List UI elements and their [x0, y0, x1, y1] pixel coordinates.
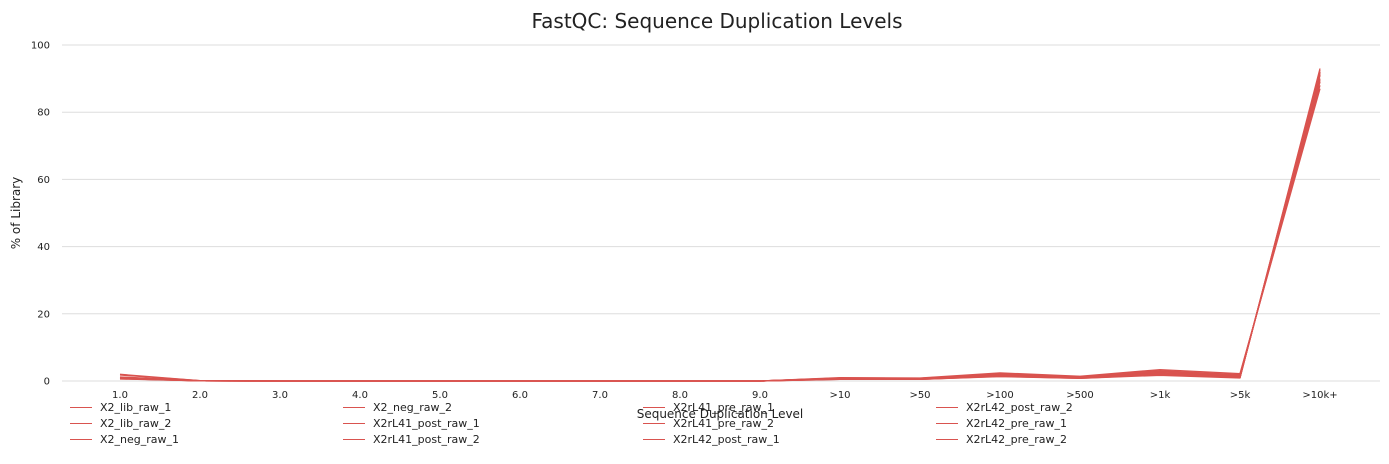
legend-item[interactable]: X2rL42_pre_raw_1 — [936, 417, 1067, 430]
x-tick-label: 7.0 — [592, 390, 608, 401]
legend-item[interactable]: X2_lib_raw_2 — [70, 417, 171, 430]
y-tick-label: 40 — [37, 242, 50, 253]
series-line-X2rL41_pre_raw_2 — [119, 70, 1321, 382]
x-tick-label: >10 — [829, 390, 850, 401]
legend-swatch — [70, 423, 92, 424]
legend-swatch — [643, 423, 665, 424]
series-line-X2_neg_raw_2 — [119, 68, 1321, 382]
legend-swatch — [936, 423, 958, 424]
series-line-X2rL42_pre_raw_2 — [119, 73, 1321, 382]
x-tick-label: 1.0 — [112, 390, 128, 401]
y-tick-label: 20 — [37, 309, 50, 320]
legend-item[interactable]: X2rL41_post_raw_2 — [343, 433, 480, 446]
series-line-X2rL41_post_raw_2 — [119, 75, 1321, 382]
legend-swatch — [343, 423, 365, 424]
x-tick-label: 8.0 — [672, 390, 688, 401]
legend-swatch — [936, 407, 958, 408]
legend-item[interactable]: X2rL42_post_raw_1 — [643, 433, 780, 446]
chart-title: FastQC: Sequence Duplication Levels — [531, 9, 902, 33]
series-line-X2_neg_raw_1 — [119, 71, 1321, 382]
legend-swatch — [70, 439, 92, 440]
legend-label: X2_lib_raw_1 — [100, 401, 172, 414]
x-tick-label: >500 — [1066, 390, 1093, 401]
series-line-X2rL42_post_raw_1 — [119, 81, 1321, 382]
legend-swatch — [936, 439, 958, 440]
x-tick-label: 6.0 — [512, 390, 528, 401]
legend-label: X2rL42_post_raw_2 — [966, 401, 1073, 414]
series-line-X2rL42_pre_raw_1 — [119, 75, 1321, 382]
legend-item[interactable]: X2rL41_pre_raw_1 — [643, 401, 774, 414]
legend-swatch — [643, 407, 665, 408]
legend-label: X2rL41_post_raw_1 — [373, 417, 480, 430]
legend-label: X2rL42_post_raw_1 — [673, 433, 780, 446]
series-line-X2rL42_post_raw_2 — [119, 80, 1321, 382]
y-tick-labels: 0 20 40 60 80 100 — [31, 41, 50, 388]
series-line-X2rL41_pre_raw_1 — [119, 71, 1321, 382]
legend-item[interactable]: X2rL42_pre_raw_2 — [936, 433, 1067, 446]
legend-item[interactable]: X2_neg_raw_1 — [70, 433, 179, 446]
legend-label: X2rL42_pre_raw_1 — [966, 417, 1067, 430]
x-tick-label: 4.0 — [352, 390, 368, 401]
x-axis-label: Sequence Duplication Level — [637, 407, 804, 421]
legend-label: X2rL42_pre_raw_2 — [966, 433, 1067, 446]
legend-label: X2_lib_raw_2 — [100, 417, 172, 430]
x-tick-label: >1k — [1150, 390, 1171, 401]
x-tick-label: 3.0 — [272, 390, 288, 401]
y-axis-label: % of Library — [9, 177, 23, 250]
legend-item[interactable]: X2rL41_post_raw_1 — [343, 417, 480, 430]
legend-label: X2rL41_post_raw_2 — [373, 433, 480, 446]
x-tick-labels: 1.0 2.0 3.0 4.0 5.0 6.0 7.0 8.0 9.0 >10 >50 >100 >50… — [112, 390, 1338, 401]
legend-item[interactable]: X2_neg_raw_2 — [343, 401, 452, 414]
y-tick-label: 0 — [44, 377, 50, 388]
series-line-X2_lib_raw_1 — [119, 88, 1321, 382]
grid-lines — [62, 44, 1380, 382]
x-tick-label: >100 — [986, 390, 1013, 401]
y-tick-label: 100 — [31, 41, 50, 52]
legend-item[interactable]: X2rL42_post_raw_2 — [936, 401, 1073, 414]
y-tick-label: 80 — [37, 108, 50, 119]
series-line-X2rL41_post_raw_1 — [119, 78, 1321, 382]
x-tick-label: 5.0 — [432, 390, 448, 401]
legend-swatch — [70, 407, 92, 408]
legend-swatch — [643, 439, 665, 440]
legend-label: X2_neg_raw_2 — [373, 401, 453, 414]
legend-label: X2rL41_pre_raw_2 — [673, 417, 774, 430]
legend-swatch — [343, 439, 365, 440]
legend-swatch — [343, 407, 365, 408]
y-tick-label: 60 — [37, 175, 50, 186]
x-tick-label: 2.0 — [192, 390, 208, 401]
x-tick-label: 9.0 — [752, 390, 768, 401]
x-tick-label: >50 — [909, 390, 930, 401]
x-tick-label: >10k+ — [1302, 390, 1337, 401]
legend-item[interactable]: X2rL41_pre_raw_2 — [643, 417, 774, 430]
legend-label: X2rL41_pre_raw_1 — [673, 401, 774, 414]
series-line-X2_lib_raw_2 — [119, 85, 1321, 382]
x-tick-label: >5k — [1230, 390, 1251, 401]
series-lines — [119, 68, 1321, 382]
legend-item[interactable]: X2_lib_raw_1 — [70, 401, 171, 414]
legend-label: X2_neg_raw_1 — [100, 433, 180, 446]
